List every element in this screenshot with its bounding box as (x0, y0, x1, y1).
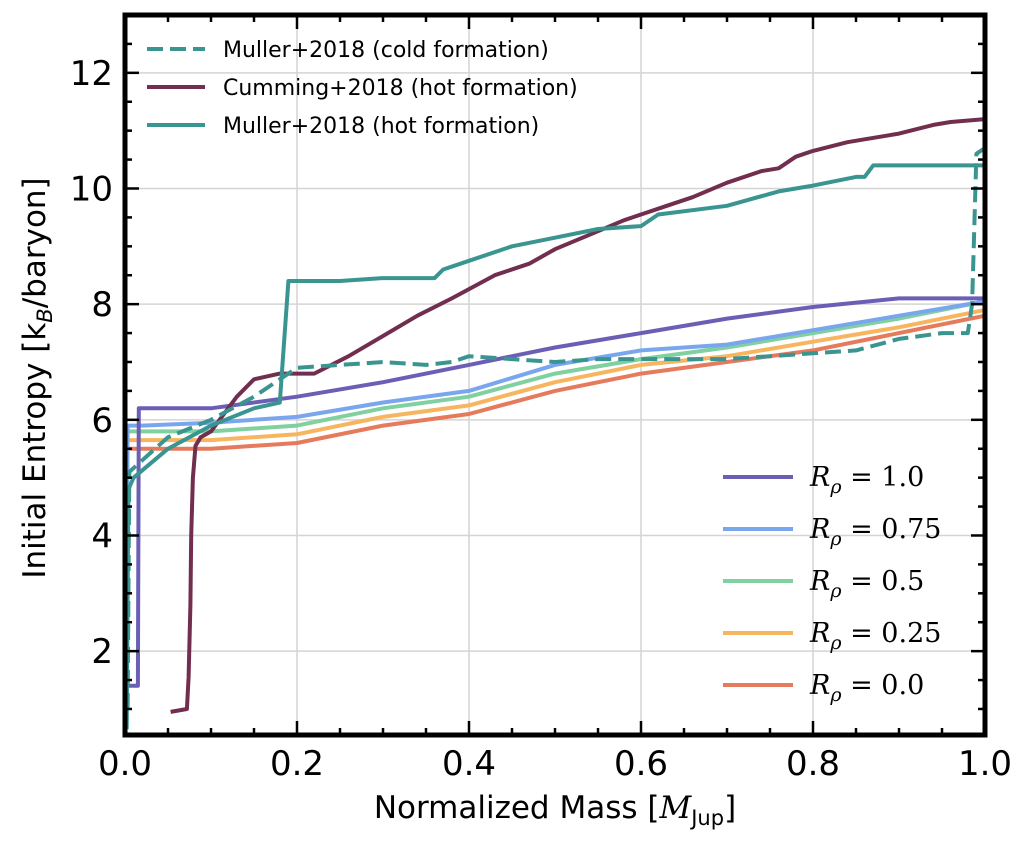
legend-label-r075: Rρ = 0.75 (809, 514, 941, 550)
x-tick-labels: 0.0 0.2 0.4 0.6 0.8 1.0 (98, 744, 1012, 784)
legend-label-r10: Rρ = 1.0 (809, 462, 924, 498)
axis-ticks (123, 13, 987, 735)
series-line-cumming-hot (170, 117, 985, 714)
series-layer (125, 117, 985, 733)
legend-label-r025: Rρ = 0.25 (809, 618, 941, 654)
x-tick-label-0: 0.0 (98, 744, 152, 784)
legend-label-r05: Rρ = 0.5 (809, 566, 924, 602)
x-tick-label-4: 0.8 (786, 744, 840, 784)
legend-top: Muller+2018 (cold formation) Cumming+2018… (147, 38, 578, 139)
x-tick-label-5: 1.0 (958, 744, 1012, 784)
y-axis-label: Initial Entropy [kB/baryon] (17, 177, 57, 578)
series-line-r025 (125, 307, 985, 733)
legend-label-r00: Rρ = 0.0 (809, 670, 924, 706)
x-axis-label: Normalized Mass [MJup] (374, 790, 736, 830)
y-tick-label-2: 6 (91, 401, 113, 441)
legend-bottom: Rρ = 1.0 Rρ = 0.75 Rρ = 0.5 Rρ = 0.25 Rρ = 0… (723, 462, 941, 706)
y-tick-label-4: 10 (70, 169, 113, 209)
y-tick-label-3: 8 (91, 285, 113, 325)
series-line-muller-cold (125, 146, 985, 710)
legend-label-cumming-hot: Cumming+2018 (hot formation) (223, 76, 578, 101)
series-line-r05 (125, 299, 985, 733)
series-line-r10 (125, 296, 985, 733)
y-tick-labels: 2 4 6 8 10 12 (70, 54, 113, 672)
series-line-r075 (125, 299, 985, 733)
x-tick-label-2: 0.4 (442, 744, 496, 784)
legend-label-muller-cold: Muller+2018 (cold formation) (223, 38, 549, 63)
y-tick-label-1: 4 (91, 516, 113, 556)
x-tick-label-3: 0.6 (614, 744, 668, 784)
y-tick-label-0: 2 (91, 632, 113, 672)
series-line-muller-hot (125, 163, 985, 730)
legend-label-muller-hot: Muller+2018 (hot formation) (223, 114, 539, 139)
x-tick-label-1: 0.2 (270, 744, 324, 784)
y-tick-label-5: 12 (70, 54, 113, 94)
